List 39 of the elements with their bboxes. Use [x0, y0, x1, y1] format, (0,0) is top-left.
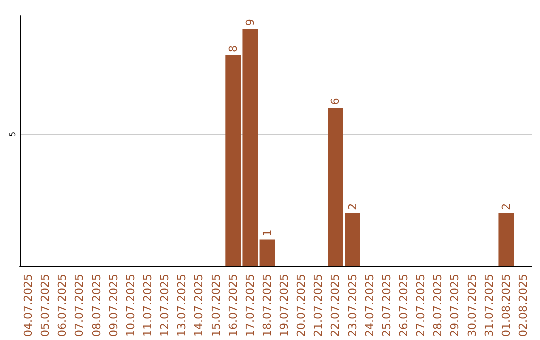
x-tick-label: 11.07.2025 — [142, 274, 154, 338]
data-label: 2 — [500, 203, 513, 210]
x-tick-label: 04.07.2025 — [22, 274, 36, 338]
x-tick-label: 02.08.2025 — [516, 274, 530, 338]
bar — [260, 240, 276, 266]
x-tick-label: 21.07.2025 — [312, 274, 326, 338]
data-label: 8 — [226, 45, 240, 52]
x-tick-label: 01.08.2025 — [500, 274, 513, 338]
x-tick-label: 14.07.2025 — [192, 274, 206, 338]
x-tick-label: 31.07.2025 — [482, 274, 496, 338]
x-tick-label: 18.07.2025 — [260, 274, 274, 338]
x-tick-label: 15.07.2025 — [210, 274, 223, 338]
x-tick-label: 19.07.2025 — [278, 274, 292, 338]
x-tick-label: 17.07.2025 — [244, 274, 257, 338]
x-tick-label: 06.07.2025 — [56, 274, 70, 338]
y-tick-label: 5 — [8, 132, 18, 137]
x-tick-label: 28.07.2025 — [432, 274, 445, 338]
x-tick-label: 05.07.2025 — [39, 274, 52, 338]
x-tick-label: 25.07.2025 — [380, 274, 394, 338]
x-tick-label: 29.07.2025 — [448, 274, 462, 338]
data-label: 2 — [346, 203, 360, 210]
bar — [498, 213, 514, 266]
x-tick-label: 16.07.2025 — [226, 274, 240, 338]
x-tick-label: 20.07.2025 — [295, 274, 308, 338]
x-tick-label: 30.07.2025 — [466, 274, 479, 338]
x-tick-label: 23.07.2025 — [346, 274, 360, 338]
data-label: 1 — [260, 230, 274, 237]
x-tick-label: 13.07.2025 — [176, 274, 189, 338]
data-label: 6 — [329, 98, 342, 106]
x-tick-label: 26.07.2025 — [398, 274, 410, 338]
x-tick-label: 24.07.2025 — [363, 274, 376, 338]
data-label: 9 — [244, 19, 257, 26]
x-tick-label: 22.07.2025 — [329, 274, 342, 338]
x-tick-label: 10.07.2025 — [124, 274, 138, 338]
x-tick-label: 12.07.2025 — [158, 274, 172, 338]
x-tick-label: 08.07.2025 — [90, 274, 104, 338]
x-tick-label: 27.07.2025 — [414, 274, 428, 338]
x-tick-label: 07.07.2025 — [73, 274, 86, 338]
x-tick-label: 09.07.2025 — [107, 274, 120, 338]
